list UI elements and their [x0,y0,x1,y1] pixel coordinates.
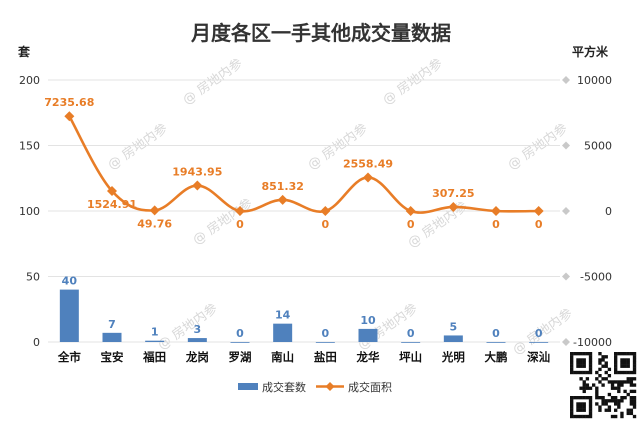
bar-series: 40 7 1 3 0 14 0 10 0 5 0 0 [59,275,549,343]
line-point [491,206,501,216]
category-label: 龙岗 [185,350,209,364]
category-label: 坪山 [399,350,422,364]
legend: 成交套数 成交面积 [238,380,392,394]
right-axis-unit: 平方米 [572,44,609,59]
line-value-label: 0 [407,218,415,231]
bar [486,342,506,343]
bar [529,342,549,343]
line-value-label: 1524.91 [87,198,137,211]
category-label: 宝安 [101,350,124,364]
right-tick-label: -10000 [573,336,612,349]
bar-value-label: 0 [236,327,244,340]
bar-value-label: 14 [275,309,291,322]
right-tick-marker [562,76,570,84]
line-point [320,206,331,216]
line-value-label: 0 [492,218,500,231]
legend-swatch-bars [238,383,258,390]
category-label: 福田 [142,350,166,364]
bar [315,342,335,343]
left-axis: 0 50 100 150 200 [19,74,40,349]
left-tick-label: 150 [19,140,40,153]
category-label: 大鹏 [485,350,508,364]
left-axis-unit: 套 [17,44,31,59]
category-label: 罗湖 [229,350,252,364]
right-tick-marker [562,272,570,281]
right-tick-label: -5000 [580,271,612,284]
line-point [64,111,75,122]
bar [187,338,207,342]
bar [443,335,463,342]
bar-value-label: 40 [62,275,78,288]
category-label: 深汕 [527,350,550,364]
bar [230,342,250,343]
bar-value-label: 3 [194,323,202,336]
bar [273,323,293,342]
left-tick-label: 200 [19,74,40,87]
right-tick-marker [562,141,570,150]
watermark-text: @ 房地内参 [105,120,171,173]
watermark-text: @ 房地内参 [180,55,246,108]
line-point [149,205,160,216]
line-point [107,186,117,197]
line-point [277,194,288,205]
bar [59,289,79,342]
watermark-text: @ 房地内参 [155,300,221,353]
line-point [405,206,416,216]
line-value-label: 0 [236,218,244,231]
category-axis: 全市 宝安 福田 龙岗 罗湖 南山 盐田 龙华 坪山 光明 大鹏 深汕 [57,350,550,364]
line-point [448,201,459,212]
line-point [533,206,544,216]
legend-marker-line [325,382,335,391]
bar-value-label: 7 [108,318,116,331]
category-label: 全市 [57,350,81,364]
legend-label-line: 成交面积 [348,380,392,394]
bar-value-label: 10 [360,314,376,327]
bar [358,328,378,342]
watermark-text: @ 房地内参 [505,120,571,173]
qr-code-icon [568,350,638,420]
right-tick-label: 0 [605,205,612,218]
line-value-label: 0 [322,218,330,231]
line-value-label: 851.32 [261,180,303,193]
line-value-label: 1943.95 [172,166,222,179]
bar-value-label: 1 [151,326,159,339]
right-tick-marker [562,338,570,346]
category-label: 盐田 [314,350,337,364]
legend-label-bars: 成交套数 [262,380,306,394]
category-label: 龙华 [356,350,380,364]
right-tick-marker [562,207,570,215]
bar [401,342,421,343]
bar [145,340,165,342]
left-tick-label: 50 [26,271,40,284]
right-tick-label: 5000 [584,140,612,153]
watermark-text: @ 房地内参 [380,55,446,108]
grid [48,79,560,343]
line-value-label: 49.76 [137,217,172,230]
left-tick-label: 100 [19,205,40,218]
watermarks: @ 房地内参 @ 房地内参@ 房地内参 @ 房地内参@ 房地内参 @ 房地内参 @ 房地… [105,55,576,358]
line-point [192,180,203,191]
category-label: 光明 [441,350,465,364]
left-tick-label: 0 [33,336,40,349]
bar-value-label: 5 [450,320,458,333]
bar-value-label: 0 [322,327,330,340]
line-point [235,206,245,216]
bar [102,332,122,342]
line-value-label: 307.25 [432,187,474,200]
bar-value-label: 0 [407,327,415,340]
line-value-label: 0 [535,218,543,231]
bar-value-label: 0 [535,327,543,340]
watermark-text: @ 房地内参 [190,195,256,248]
category-label: 南山 [271,350,294,364]
line-point [363,172,373,183]
line-value-label: 7235.68 [44,96,94,109]
right-axis: -10000 -5000 0 5000 10000 [562,74,612,349]
chart-title: 月度各区一手其他成交量数据 [190,21,451,45]
bar-value-label: 0 [492,327,500,340]
line-value-label: 2558.49 [343,157,393,170]
right-tick-label: 10000 [577,74,612,87]
